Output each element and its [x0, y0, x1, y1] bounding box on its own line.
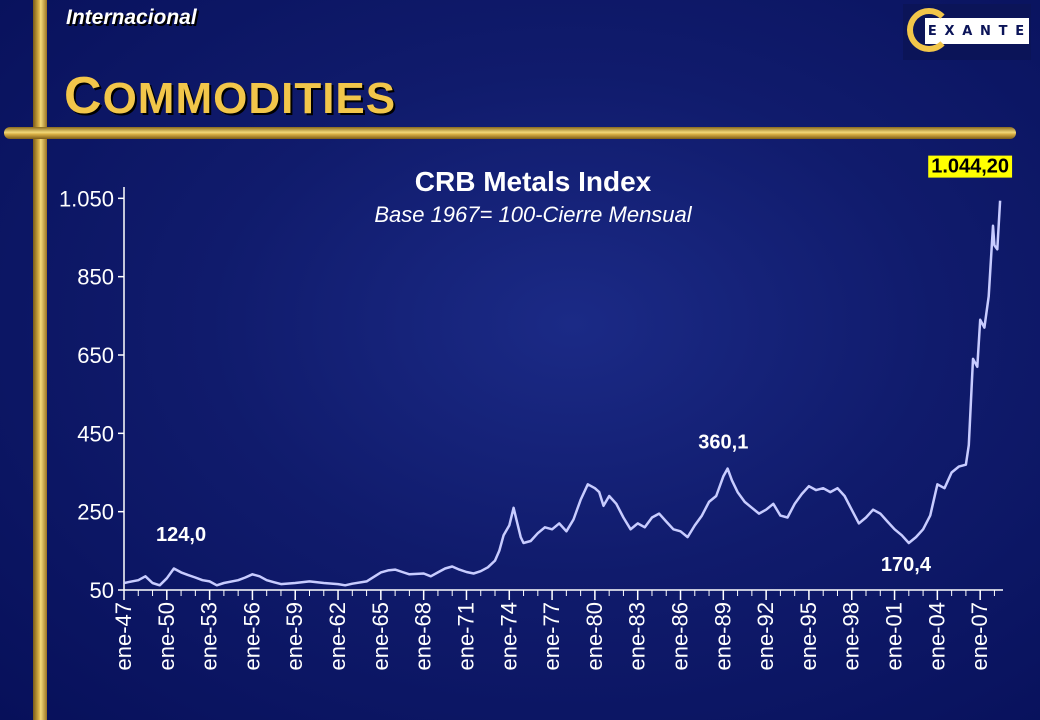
y-tick-label: 50 [90, 578, 114, 603]
x-tick-label: ene-86 [668, 602, 693, 671]
section-label: Internacional [66, 6, 197, 29]
y-tick-label: 850 [77, 265, 114, 290]
x-tick-label: ene-50 [154, 602, 179, 671]
data-label: 124,0 [156, 524, 206, 546]
x-tick-label: ene-56 [239, 602, 264, 671]
x-tick-label: ene-71 [453, 602, 478, 671]
y-tick-label: 650 [77, 343, 114, 368]
chart-title: CRB Metals Index [415, 166, 652, 197]
x-tick-label: ene-01 [882, 602, 907, 671]
data-label: 360,1 [698, 432, 748, 454]
gold-horizontal-bar [4, 127, 1016, 139]
logo-ring-icon [907, 8, 951, 52]
x-tick-label: ene-89 [710, 602, 735, 671]
x-tick-label: ene-59 [282, 602, 307, 671]
logo-letter: A [962, 23, 975, 39]
chart-series [123, 200, 1002, 587]
x-tick-label: ene-47 [111, 602, 136, 671]
x-tick-label: ene-80 [582, 602, 607, 671]
x-tick-label: ene-68 [411, 602, 436, 671]
x-tick-label: ene-62 [325, 602, 350, 671]
logo-letter: N [980, 23, 993, 39]
chart-subtitle: Base 1967= 100-Cierre Mensual [374, 202, 692, 227]
title-rest: OMMODITIES [102, 74, 397, 123]
title-initial: C [64, 67, 103, 125]
data-label: 170,4 [881, 554, 932, 576]
x-tick-label: ene-65 [368, 602, 393, 671]
x-tick-label: ene-07 [967, 602, 992, 671]
logo-letter: E [1015, 23, 1027, 39]
exante-logo: E X A N T E [903, 4, 1031, 60]
gold-vertical-bar [33, 0, 47, 720]
x-tick-label: ene-83 [625, 602, 650, 671]
x-tick-label: ene-77 [539, 602, 564, 671]
data-label: 1.044,20 [931, 156, 1009, 178]
logo-letter: T [998, 23, 1010, 39]
x-tick-label: ene-53 [197, 602, 222, 671]
page-title: COMMODITIES [64, 66, 396, 126]
x-tick-label: ene-04 [924, 602, 949, 671]
x-tick-label: ene-74 [496, 602, 521, 671]
y-tick-label: 450 [77, 421, 114, 446]
chart-annotations: 124,0 360,1 170,4 1.044,20 [156, 155, 1013, 576]
data-label-highlight [928, 155, 1013, 178]
x-tick-label: ene-92 [753, 602, 778, 671]
x-tick-label: ene-98 [839, 602, 864, 671]
x-tick-label: ene-95 [796, 602, 821, 671]
y-tick-label: 250 [77, 500, 114, 525]
y-tick-label: 1.050 [59, 186, 114, 211]
chart-axes: 50 250 450 650 850 1.050 ene-47 ene-50 ene-53 ene… [59, 186, 1003, 671]
series-line [123, 200, 1002, 587]
